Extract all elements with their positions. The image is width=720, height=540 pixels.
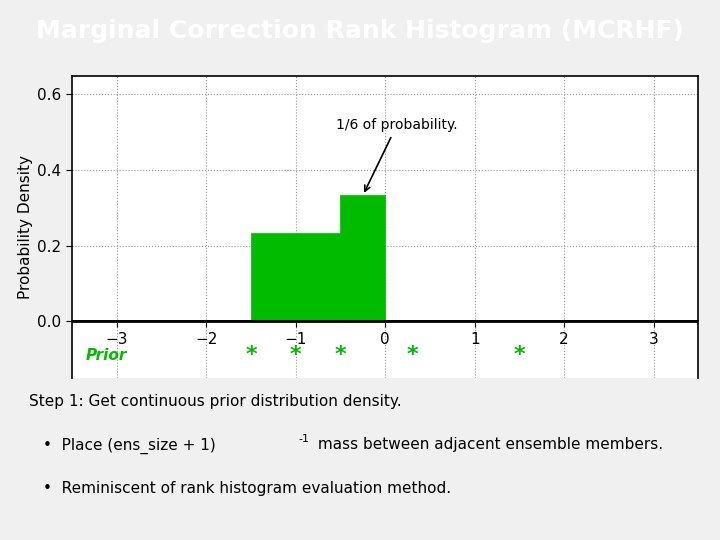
Text: *: * (513, 345, 526, 366)
Text: Marginal Correction Rank Histogram (MCRHF): Marginal Correction Rank Histogram (MCRH… (36, 19, 684, 43)
Text: *: * (245, 345, 257, 366)
Text: Prior: Prior (86, 348, 127, 363)
Y-axis label: Probability Density: Probability Density (18, 155, 33, 299)
Text: Step 1: Get continuous prior distribution density.: Step 1: Get continuous prior distributio… (29, 394, 402, 409)
Bar (251, 233, 341, 321)
Text: *: * (335, 345, 346, 366)
Text: mass between adjacent ensemble members.: mass between adjacent ensemble members. (313, 437, 663, 453)
Text: 1/6 of probability.: 1/6 of probability. (336, 118, 458, 191)
Text: *: * (290, 345, 302, 366)
Text: •  Reminiscent of rank histogram evaluation method.: • Reminiscent of rank histogram evaluati… (43, 481, 451, 496)
Text: -1: -1 (299, 434, 310, 444)
Text: •  Place (ens_size + 1): • Place (ens_size + 1) (43, 437, 216, 454)
Text: *: * (406, 345, 418, 366)
Bar (341, 195, 385, 321)
